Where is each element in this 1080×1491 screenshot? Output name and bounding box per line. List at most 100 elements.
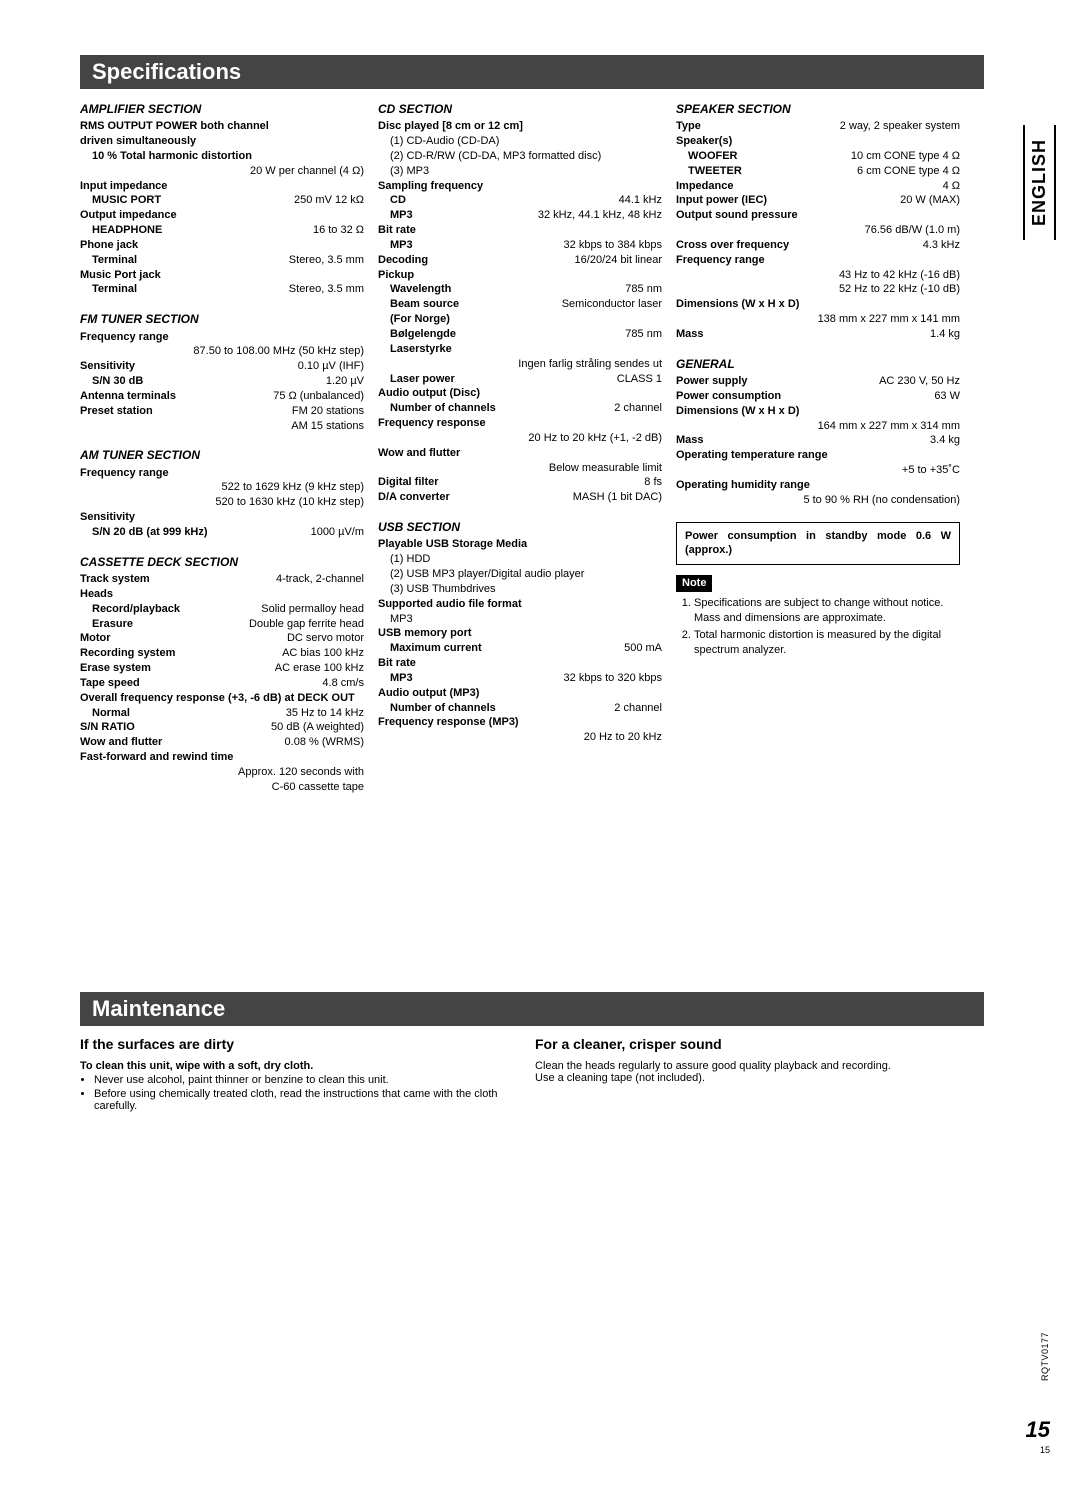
rms-line2: driven simultaneously (80, 134, 364, 149)
beam-value: Semiconductor laser (556, 297, 662, 312)
note-label: Note (676, 575, 712, 592)
maint-left-sub: To clean this unit, wipe with a soft, dr… (80, 1060, 505, 1072)
usb-freqresp-label: Frequency response (MP3) (378, 715, 662, 730)
rms-line1: RMS OUTPUT POWER both channel (80, 119, 364, 134)
cd-sf-label: CD (390, 193, 613, 208)
ohr-value: 5 to 90 % RH (no condensation) (676, 493, 960, 508)
usb-audioout-label: Audio output (MP3) (378, 686, 662, 701)
recplay-value: Solid permalloy head (255, 602, 364, 617)
normal-value: 35 Hz to 14 kHz (280, 706, 364, 721)
tapespeed-label: Tape speed (80, 676, 316, 691)
da-value: MASH (1 bit DAC) (567, 490, 662, 505)
decoding-label: Decoding (378, 253, 569, 268)
pc-label: Power consumption (676, 389, 928, 404)
standby-box: Power consumption in standby mode 0.6 W … (676, 522, 960, 566)
maint-bullet-1: Never use alcohol, paint thinner or benz… (94, 1074, 505, 1086)
maxcur-value: 500 mA (618, 641, 662, 656)
osp-label: Output sound pressure (676, 208, 960, 223)
motor-value: DC servo motor (281, 631, 364, 646)
page: ENGLISH Specifications AMPLIFIER SECTION… (0, 0, 1080, 1491)
spec-columns: AMPLIFIER SECTION RMS OUTPUT POWER both … (80, 99, 960, 795)
maint-bullet-2: Before using chemically treated cloth, r… (94, 1088, 505, 1112)
sp-freqrange-label: Frequency range (676, 253, 960, 268)
usb-mp3-label: MP3 (390, 671, 558, 686)
general-heading: GENERAL (676, 356, 960, 372)
laser-power-value: CLASS 1 (611, 372, 662, 387)
wow-value: 0.08 % (WRMS) (279, 735, 364, 750)
track-label: Track system (80, 572, 270, 587)
erasesys-value: AC erase 100 kHz (269, 661, 364, 676)
terminal2-label: Terminal (92, 282, 283, 297)
usb-bitrate-label: Bit rate (378, 656, 662, 671)
laser-power-label: Laser power (390, 372, 611, 387)
type-label: Type (676, 119, 834, 134)
maint-col-left: If the surfaces are dirty To clean this … (80, 1036, 505, 1114)
fm-sens-value: 0.10 µV (IHF) (292, 359, 364, 374)
fm-freq-value: 87.50 to 108.00 MHz (50 kHz step) (80, 344, 364, 359)
woofer-label: WOOFER (688, 149, 845, 164)
snratio-label: S/N RATIO (80, 720, 265, 735)
inputpower-value: 20 W (MAX) (894, 193, 960, 208)
usb-p1: (1) HDD (378, 552, 662, 567)
maint-right-p1: Clean the heads regularly to assure good… (535, 1060, 960, 1072)
inputpower-label: Input power (IEC) (676, 193, 894, 208)
input-impedance-label: Input impedance (80, 179, 364, 194)
gen-mass-value: 3.4 kg (924, 433, 960, 448)
maxcur-label: Maximum current (390, 641, 618, 656)
gen-mass-label: Mass (676, 433, 924, 448)
sp-dim-value: 138 mm x 227 mm x 141 mm (676, 312, 960, 327)
headphone-label: HEADPHONE (92, 223, 307, 238)
tweeter-value: 6 cm CONE type 4 Ω (851, 164, 960, 179)
wavelen-label: Wavelength (390, 282, 619, 297)
specifications-title: Specifications (80, 55, 984, 89)
usb-numch-label: Number of channels (390, 701, 608, 716)
normal-label: Normal (92, 706, 280, 721)
impedance-label: Impedance (676, 179, 937, 194)
ffrw-value1: Approx. 120 seconds with (80, 765, 364, 780)
beam-label: Beam source (390, 297, 556, 312)
wavelen-value: 785 nm (619, 282, 662, 297)
phone-jack-label: Phone jack (80, 238, 364, 253)
terminal2-value: Stereo, 3.5 mm (283, 282, 364, 297)
language-tab: ENGLISH (1023, 125, 1056, 240)
fm-preset-value2: AM 15 stations (80, 419, 364, 434)
bolge-label: Bølgelengde (390, 327, 619, 342)
for-norge: (For Norge) (378, 312, 662, 327)
digfilter-label: Digital filter (378, 475, 638, 490)
tapespeed-value: 4.8 cm/s (316, 676, 364, 691)
usb-numch-value: 2 channel (608, 701, 662, 716)
pickup-label: Pickup (378, 268, 662, 283)
cross-value: 4.3 kHz (917, 238, 960, 253)
heads-label: Heads (80, 587, 364, 602)
maint-col-right: For a cleaner, crisper sound Clean the h… (535, 1036, 960, 1114)
am-freq-value1: 522 to 1629 kHz (9 kHz step) (80, 480, 364, 495)
erasure-value: Double gap ferrite head (243, 617, 364, 632)
usb-heading: USB SECTION (378, 519, 662, 535)
note1b: Mass and dimensions are approximate. (694, 612, 886, 624)
am-heading: AM TUNER SECTION (80, 447, 364, 463)
da-label: D/A converter (378, 490, 567, 505)
ffrw-value2: C-60 cassette tape (80, 780, 364, 795)
cd-wow-value: Below measurable limit (378, 461, 662, 476)
fm-preset-value1: FM 20 stations (286, 404, 364, 419)
ffrw-label: Fast-forward and rewind time (80, 750, 364, 765)
erasure-label: Erasure (92, 617, 243, 632)
mp3-br-label: MP3 (390, 238, 558, 253)
headphone-value: 16 to 32 Ω (307, 223, 364, 238)
recsys-value: AC bias 100 kHz (276, 646, 364, 661)
am-sn20-value: 1000 µV/m (305, 525, 364, 540)
laserstyrke-label: Laserstyrke (378, 342, 662, 357)
disc3: (3) MP3 (378, 164, 662, 179)
am-sens-label: Sensitivity (80, 510, 364, 525)
thd-value: 20 W per channel (4 Ω) (80, 164, 364, 179)
type-value: 2 way, 2 speaker system (834, 119, 960, 134)
cross-label: Cross over frequency (676, 238, 917, 253)
wow-label: Wow and flutter (80, 735, 279, 750)
overall-freq-label: Overall frequency response (+3, -6 dB) a… (80, 691, 364, 706)
am-freq-value2: 520 to 1630 kHz (10 kHz step) (80, 495, 364, 510)
disc2: (2) CD-R/RW (CD-DA, MP3 formatted disc) (378, 149, 662, 164)
maint-right-heading: For a cleaner, crisper sound (535, 1036, 960, 1052)
playable-label: Playable USB Storage Media (378, 537, 662, 552)
note-item-1: Specifications are subject to change wit… (694, 596, 960, 626)
sp-freqrange-value1: 43 Hz to 42 kHz (-16 dB) (676, 268, 960, 283)
